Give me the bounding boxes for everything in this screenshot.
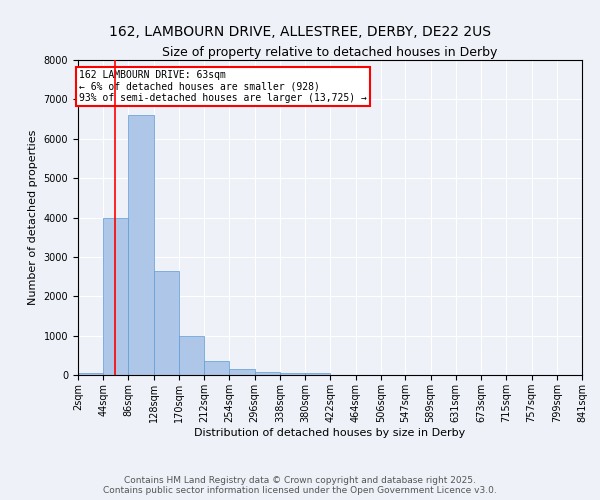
Bar <box>204 361 229 375</box>
Bar <box>154 270 179 375</box>
Bar <box>128 115 154 375</box>
Bar <box>305 373 331 375</box>
Bar <box>229 369 254 375</box>
Y-axis label: Number of detached properties: Number of detached properties <box>28 130 38 305</box>
Bar <box>254 372 280 375</box>
Bar <box>103 218 128 375</box>
Bar <box>280 373 305 375</box>
Text: 162, LAMBOURN DRIVE, ALLESTREE, DERBY, DE22 2US: 162, LAMBOURN DRIVE, ALLESTREE, DERBY, D… <box>109 25 491 39</box>
Bar <box>78 373 103 375</box>
Text: 162 LAMBOURN DRIVE: 63sqm
← 6% of detached houses are smaller (928)
93% of semi-: 162 LAMBOURN DRIVE: 63sqm ← 6% of detach… <box>79 70 367 103</box>
Bar <box>179 336 204 375</box>
Text: Contains HM Land Registry data © Crown copyright and database right 2025.
Contai: Contains HM Land Registry data © Crown c… <box>103 476 497 495</box>
Title: Size of property relative to detached houses in Derby: Size of property relative to detached ho… <box>163 46 497 59</box>
X-axis label: Distribution of detached houses by size in Derby: Distribution of detached houses by size … <box>194 428 466 438</box>
